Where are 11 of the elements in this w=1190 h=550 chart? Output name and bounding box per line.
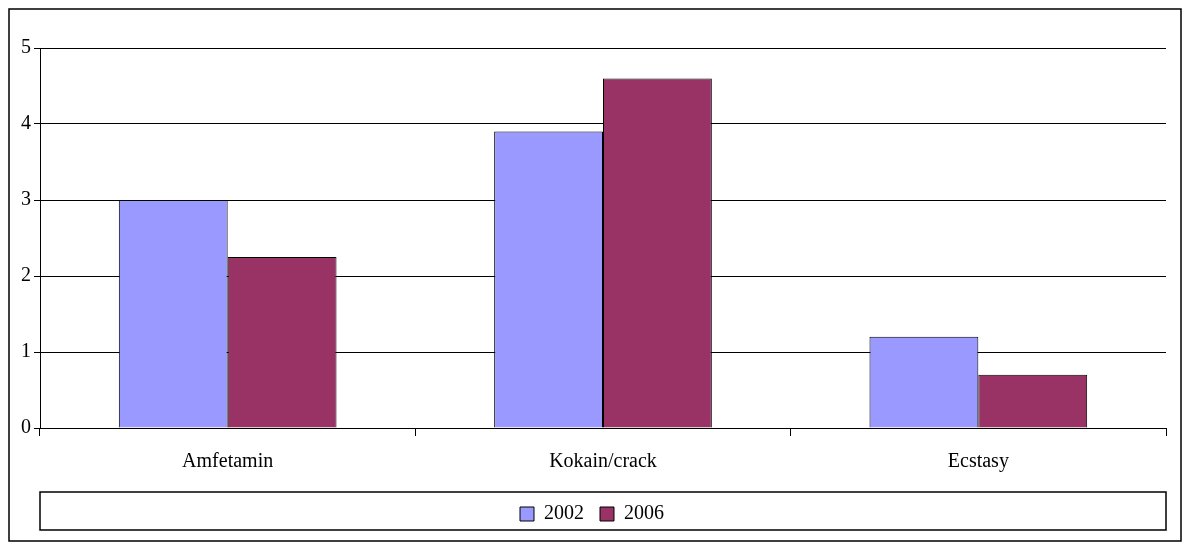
x-tick-label: Kokain/crack [549, 449, 657, 472]
y-tick-label: 0 [21, 415, 31, 438]
legend-label: 2002 [544, 501, 584, 524]
x-tick-label: Ecstasy [947, 449, 1009, 473]
y-tick-label: 1 [21, 339, 31, 362]
x-tick-label: Amfetamin [182, 449, 274, 472]
y-tick-label: 3 [21, 187, 31, 210]
legend-label: 2006 [624, 501, 664, 524]
y-tick-label: 5 [21, 35, 31, 58]
y-tick-label: 4 [21, 111, 31, 134]
y-tick-label: 2 [21, 263, 31, 286]
